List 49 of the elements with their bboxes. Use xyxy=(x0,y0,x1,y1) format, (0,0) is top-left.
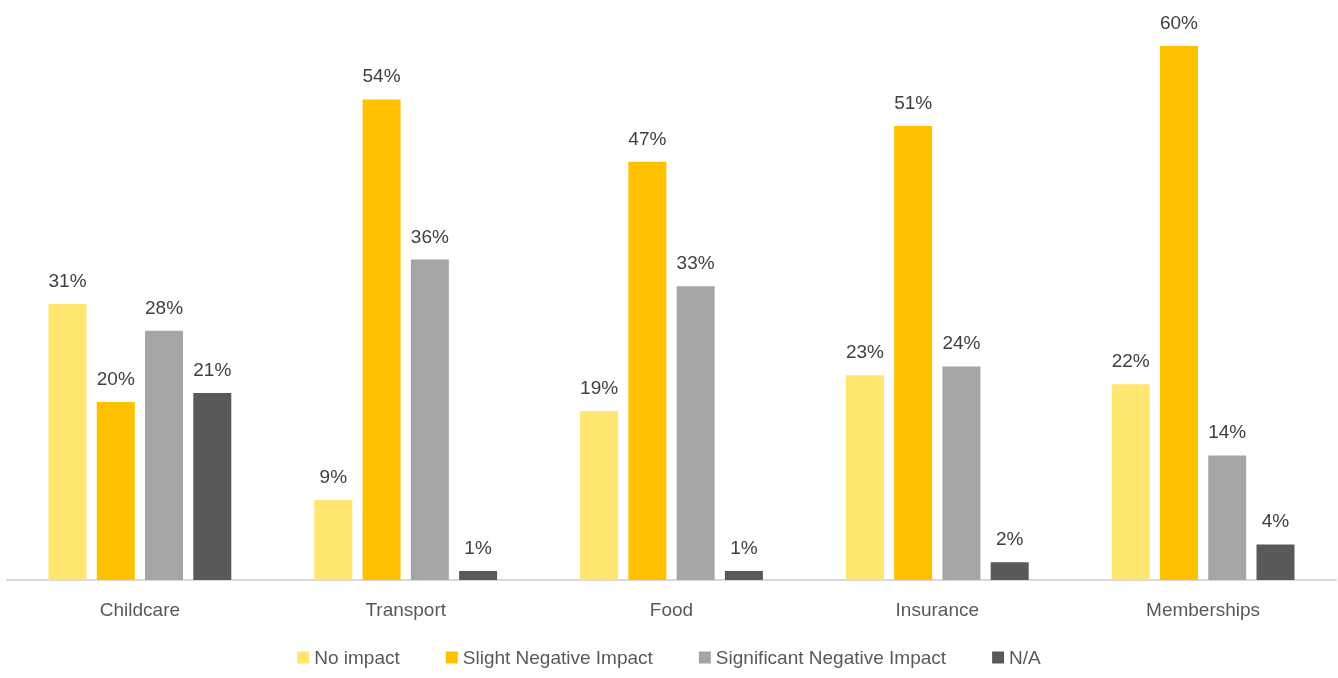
bar xyxy=(724,571,763,580)
data-label: 28% xyxy=(145,296,184,318)
x-tick-label: Childcare xyxy=(99,599,181,620)
legend-label: No impact xyxy=(314,647,401,668)
bar xyxy=(580,410,619,580)
legend-label: N/A xyxy=(1009,647,1042,668)
data-label: 31% xyxy=(48,270,87,292)
bar xyxy=(362,99,401,580)
bar xyxy=(145,330,184,580)
bar xyxy=(1256,544,1295,580)
data-label: 19% xyxy=(580,376,619,398)
bar xyxy=(314,499,353,580)
data-label: 21% xyxy=(193,359,232,381)
bar xyxy=(48,304,87,580)
bar xyxy=(1111,384,1150,580)
bar xyxy=(1159,46,1198,580)
data-label: 22% xyxy=(1111,350,1150,372)
x-tick-label: Food xyxy=(649,599,694,620)
data-label: 36% xyxy=(410,225,449,247)
bar xyxy=(193,393,232,580)
data-label: 54% xyxy=(362,65,401,87)
x-tick-label: Insurance xyxy=(895,599,980,620)
bar xyxy=(676,286,715,580)
bar xyxy=(628,161,667,580)
x-tick-label: Transport xyxy=(365,599,447,620)
bar xyxy=(845,375,884,580)
data-label: 24% xyxy=(942,332,981,354)
bar xyxy=(459,571,498,580)
data-label: 1% xyxy=(464,537,492,559)
data-label: 47% xyxy=(628,127,667,149)
data-label: 14% xyxy=(1208,421,1247,443)
data-label: 33% xyxy=(676,252,715,274)
data-label: 2% xyxy=(995,528,1024,550)
x-tick-label: Memberships xyxy=(1146,599,1261,620)
bar xyxy=(942,366,981,580)
bar xyxy=(96,402,135,580)
data-label: 4% xyxy=(1261,510,1290,532)
bar xyxy=(410,259,449,580)
bar xyxy=(1208,455,1247,580)
data-label: 9% xyxy=(319,465,348,487)
data-label: 1% xyxy=(730,537,758,559)
bar xyxy=(894,126,933,580)
data-label: 60% xyxy=(1159,12,1199,33)
legend-label: Significant Negative Impact xyxy=(715,647,947,668)
data-label: 20% xyxy=(96,368,135,389)
legend-label: Slight Negative Impact xyxy=(462,647,654,668)
data-label: 23% xyxy=(845,341,885,363)
data-label: 51% xyxy=(894,92,933,114)
bar xyxy=(990,562,1029,580)
